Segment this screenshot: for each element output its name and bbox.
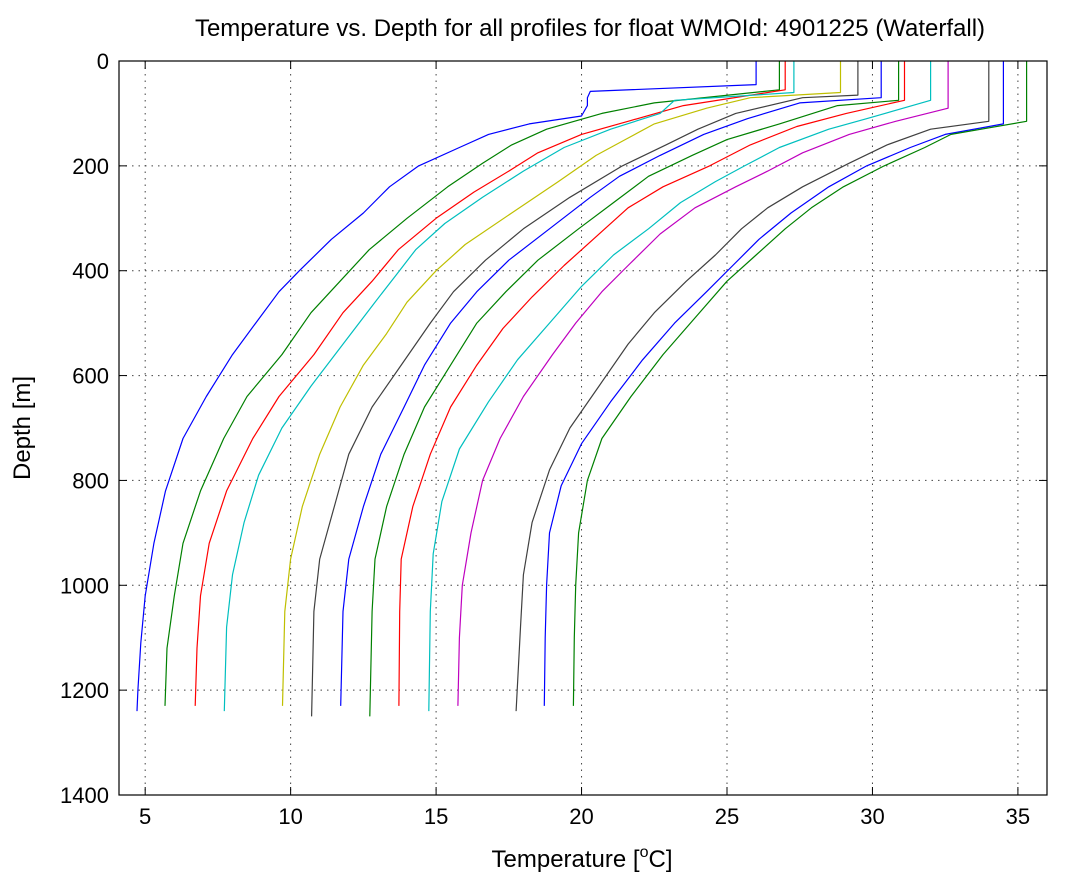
x-tick-label: 15 [424, 804, 448, 829]
x-axis-label: Temperature [oC] [492, 844, 673, 873]
profile-line-11 [457, 61, 949, 706]
y-tick-label: 0 [97, 49, 109, 74]
x-tick-label: 35 [1006, 804, 1030, 829]
y-tick-label: 600 [72, 364, 109, 389]
plot-frame [118, 60, 1048, 796]
y-tick-label: 400 [72, 259, 109, 284]
y-tick-label: 1200 [60, 678, 109, 703]
x-axis-label-main: Temperature [ [492, 846, 640, 873]
series-layer [136, 61, 1028, 717]
y-tick-label: 1400 [60, 783, 109, 808]
x-tick-label: 5 [139, 804, 151, 829]
profile-line-1 [136, 61, 757, 712]
profile-line-9 [398, 61, 906, 706]
profile-line-14 [572, 61, 1028, 706]
profile-line-6 [311, 61, 859, 717]
x-tick-label: 30 [860, 804, 884, 829]
y-tick-label: 1000 [60, 573, 109, 598]
profile-line-10 [428, 61, 932, 712]
profile-line-5 [281, 61, 842, 706]
x-axis-label-end: C] [648, 846, 672, 873]
profile-line-3 [194, 61, 786, 706]
x-tick-label: 25 [715, 804, 739, 829]
profile-line-13 [543, 61, 1005, 706]
y-tick-label: 800 [72, 468, 109, 493]
chart-title: Temperature vs. Depth for all profiles f… [195, 15, 985, 42]
y-axis-label: Depth [m] [9, 376, 36, 480]
profile-line-12 [515, 61, 990, 712]
x-axis-label-superscript: o [640, 844, 649, 861]
profile-line-7 [340, 61, 882, 706]
profile-line-4 [223, 61, 795, 712]
x-tick-label: 20 [569, 804, 593, 829]
grid-layer [119, 60, 1047, 796]
y-tick-label: 200 [72, 154, 109, 179]
profile-line-2 [164, 61, 781, 706]
x-tick-label: 10 [278, 804, 302, 829]
profile-line-8 [369, 61, 900, 717]
tick-layer: 5 10 15 20 25 30 35 0 200 400 600 800 1000 1200 1400 [60, 49, 1047, 829]
